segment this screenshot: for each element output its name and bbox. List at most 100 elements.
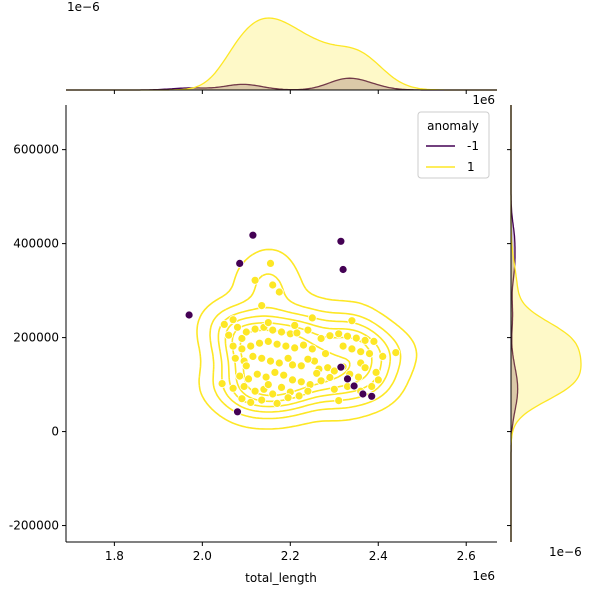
scatter-point-anomaly-neg1 xyxy=(367,391,377,401)
scatter-point-anomaly-1 xyxy=(268,389,278,399)
scatter-point-anomaly-neg1 xyxy=(235,258,245,268)
scatter-point-anomaly-1 xyxy=(268,280,278,290)
scatter-point-anomaly-1 xyxy=(263,318,273,328)
x-tick-label: 2.6 xyxy=(457,549,476,563)
scatter-point-anomaly-1 xyxy=(351,333,361,343)
scatter-point-anomaly-1 xyxy=(272,398,282,408)
scatter-point-anomaly-1 xyxy=(354,372,363,382)
scatter-point-anomaly-1 xyxy=(268,325,278,335)
scatter-point-anomaly-1 xyxy=(237,334,247,343)
main-axes: 1.8 2.0 2.2 2.4 2.6 -200000 0 200000 400000 6000… xyxy=(9,93,497,585)
y-tick-label: 200000 xyxy=(13,331,59,345)
scatter-point-anomaly-1 xyxy=(371,367,381,377)
scatter-point-anomaly-1 xyxy=(296,377,306,387)
scatter-point-anomaly-1 xyxy=(290,320,300,330)
scatter-point-anomaly-1 xyxy=(303,386,313,396)
scatter-point-anomaly-neg1 xyxy=(343,374,352,384)
scatter-point-anomaly-1 xyxy=(329,366,339,376)
scatter-point-anomaly-1 xyxy=(303,325,313,335)
scatter-point-anomaly-1 xyxy=(246,397,256,407)
scatter-point-anomaly-1 xyxy=(292,328,302,338)
scatter-point-anomaly-1 xyxy=(288,375,297,385)
scatter-point-anomaly-1 xyxy=(325,373,335,382)
scatter-point-anomaly-1 xyxy=(261,372,271,382)
scatter-point-anomaly-1 xyxy=(274,287,284,297)
scatter-point-anomaly-neg1 xyxy=(338,265,348,274)
scatter-point-anomaly-1 xyxy=(241,327,251,337)
scatter-point-anomaly-1 xyxy=(237,344,247,354)
scatter-point-anomaly-1 xyxy=(343,331,352,341)
scatter-point-anomaly-1 xyxy=(263,380,273,390)
scatter-point-anomaly-1 xyxy=(307,313,317,323)
scatter-point-anomaly-1 xyxy=(257,395,267,405)
scatter-point-anomaly-1 xyxy=(373,375,383,385)
scatter-point-anomaly-1 xyxy=(334,396,344,406)
scatter-point-anomaly-1 xyxy=(316,334,326,343)
scatter-point-anomaly-1 xyxy=(391,348,401,358)
scatter-point-anomaly-1 xyxy=(244,374,253,384)
x-tick-label: 2.0 xyxy=(193,549,212,563)
legend-title: anomaly xyxy=(427,119,479,133)
scatter-point-anomaly-1 xyxy=(316,376,326,386)
top-marginal-offset-text: 1e−6 xyxy=(67,0,100,14)
scatter-point-anomaly-1 xyxy=(239,382,249,391)
legend-box xyxy=(417,111,490,179)
x-tick-label: 2.2 xyxy=(281,549,300,563)
kde-contour-level xyxy=(217,306,392,413)
scatter-point-anomaly-1 xyxy=(263,336,273,346)
x-axis-ticks: 1.8 2.0 2.2 2.4 2.6 xyxy=(105,542,476,563)
y-axis-offset-text: 1e6 xyxy=(472,93,495,107)
kde-contour-level xyxy=(196,248,418,430)
right-marginal-density: 1e−6 xyxy=(507,105,582,559)
scatter-point-anomaly-neg1 xyxy=(349,381,359,391)
scatter-point-anomaly-1 xyxy=(321,349,330,359)
scatter-point-anomaly-1 xyxy=(252,369,262,379)
scatter-point-anomaly-1 xyxy=(257,353,267,363)
scatter-point-anomaly-1 xyxy=(219,319,229,329)
x-tick-label: 2.4 xyxy=(369,549,388,563)
scatter-point-anomaly-1 xyxy=(365,349,374,359)
scatter-point-anomaly-1 xyxy=(277,382,286,392)
scatter-point-anomaly-1 xyxy=(338,341,348,351)
scatter-point-anomaly-1 xyxy=(290,343,300,353)
scatter-point-anomaly-1 xyxy=(369,336,379,346)
scatter-point-anomaly-neg1 xyxy=(336,362,346,372)
kde-contour-level xyxy=(209,273,402,420)
scatter-point-anomaly-neg1 xyxy=(233,407,242,417)
scatter-point-anomaly-1 xyxy=(299,340,308,350)
scatter-point-anomaly-1 xyxy=(312,368,322,378)
scatter-point-anomaly-1 xyxy=(378,351,388,361)
top-marginal-density: 1e−6 xyxy=(66,0,497,94)
scatter-point-anomaly-1 xyxy=(224,330,234,340)
scatter-point-anomaly-1 xyxy=(266,356,275,366)
legend: anomaly -1 1 xyxy=(417,111,490,179)
scatter-point-anomaly-1 xyxy=(277,327,286,337)
scatter-point-anomaly-1 xyxy=(272,339,282,349)
scatter-point-anomaly-neg1 xyxy=(336,236,346,246)
x-axis-label: total_length xyxy=(245,571,317,585)
scatter-point-anomaly-1 xyxy=(217,379,227,389)
scatter-point-anomaly-1 xyxy=(296,361,306,371)
scatter-point-anomaly-1 xyxy=(347,316,357,326)
legend-label-neg1: -1 xyxy=(467,139,479,153)
scatter-point-anomaly-1 xyxy=(250,386,260,396)
scatter-point-anomaly-1 xyxy=(283,353,293,363)
scatter-point-anomaly-1 xyxy=(283,393,293,403)
top-density-fill-anomaly-1 xyxy=(66,18,497,90)
scatter-point-anomaly-1 xyxy=(360,335,370,345)
scatter-point-anomaly-1 xyxy=(281,341,291,351)
scatter-point-anomaly-1 xyxy=(228,315,238,325)
scatter-point-anomaly-1 xyxy=(248,351,258,361)
right-marginal-ticks xyxy=(507,149,511,527)
top-marginal-ticks xyxy=(113,90,467,94)
scatter-point-anomaly-neg1 xyxy=(248,230,258,240)
scatter-points xyxy=(184,230,401,417)
y-axis-ticks: -200000 0 200000 400000 600000 xyxy=(9,143,66,533)
scatter-point-anomaly-1 xyxy=(325,331,335,341)
scatter-point-anomaly-1 xyxy=(307,344,317,354)
right-marginal-offset-text: 1e−6 xyxy=(549,545,582,559)
scatter-point-anomaly-1 xyxy=(257,301,267,311)
scatter-point-anomaly-1 xyxy=(347,344,357,354)
scatter-point-anomaly-1 xyxy=(334,329,344,339)
